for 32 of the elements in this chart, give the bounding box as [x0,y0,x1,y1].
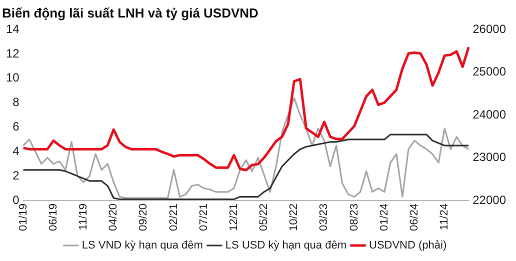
y2-tick-label: 24000 [472,107,506,122]
x-tick-label: 06/24 [408,203,421,232]
legend-label: LS USD kỳ hạn qua đêm [225,240,347,252]
y2-tick-label: 23000 [472,150,506,164]
y2-tick-label: 26000 [472,22,506,36]
x-tick-label: 03/23 [318,203,330,232]
x-tick-label: 11/19 [78,203,90,230]
x-tick-label: 02/21 [168,203,180,232]
y-tick-label: 4 [12,144,20,158]
y-tick-label: 6 [12,120,20,134]
y-tick-label: 10 [6,70,20,85]
x-tick-label: 06/19 [47,203,60,232]
legend-label: LS VND kỳ hạn qua đêm [82,240,203,252]
x-tick-label: 10/22 [288,203,300,232]
chart-title: Biến động lãi suất LNH và tỷ giá USDVND [2,5,258,20]
x-tick-label: 08/23 [348,203,360,232]
x-tick-label: 04/20 [108,203,120,232]
x-tick-label: 07/21 [198,203,210,232]
y-tick-label: 0 [12,192,20,207]
x-tick-label: 12/21 [228,203,240,232]
x-tick-label: 01/19 [17,203,30,232]
y-tick-label: 8 [12,95,20,110]
y2-tick-label: 25000 [472,64,506,79]
y2-tick-label: 22000 [472,192,506,207]
y-tick-label: 2 [12,168,20,182]
x-tick-label: 01/24 [378,203,390,232]
y-tick-label: 12 [6,46,20,60]
x-tick-label: 05/22 [258,203,270,232]
x-tick-label: 11/24 [438,203,451,230]
x-tick-label: 09/20 [138,203,150,232]
legend-label: USDVND (phải) [369,240,447,252]
y-tick-label: 14 [6,22,20,36]
